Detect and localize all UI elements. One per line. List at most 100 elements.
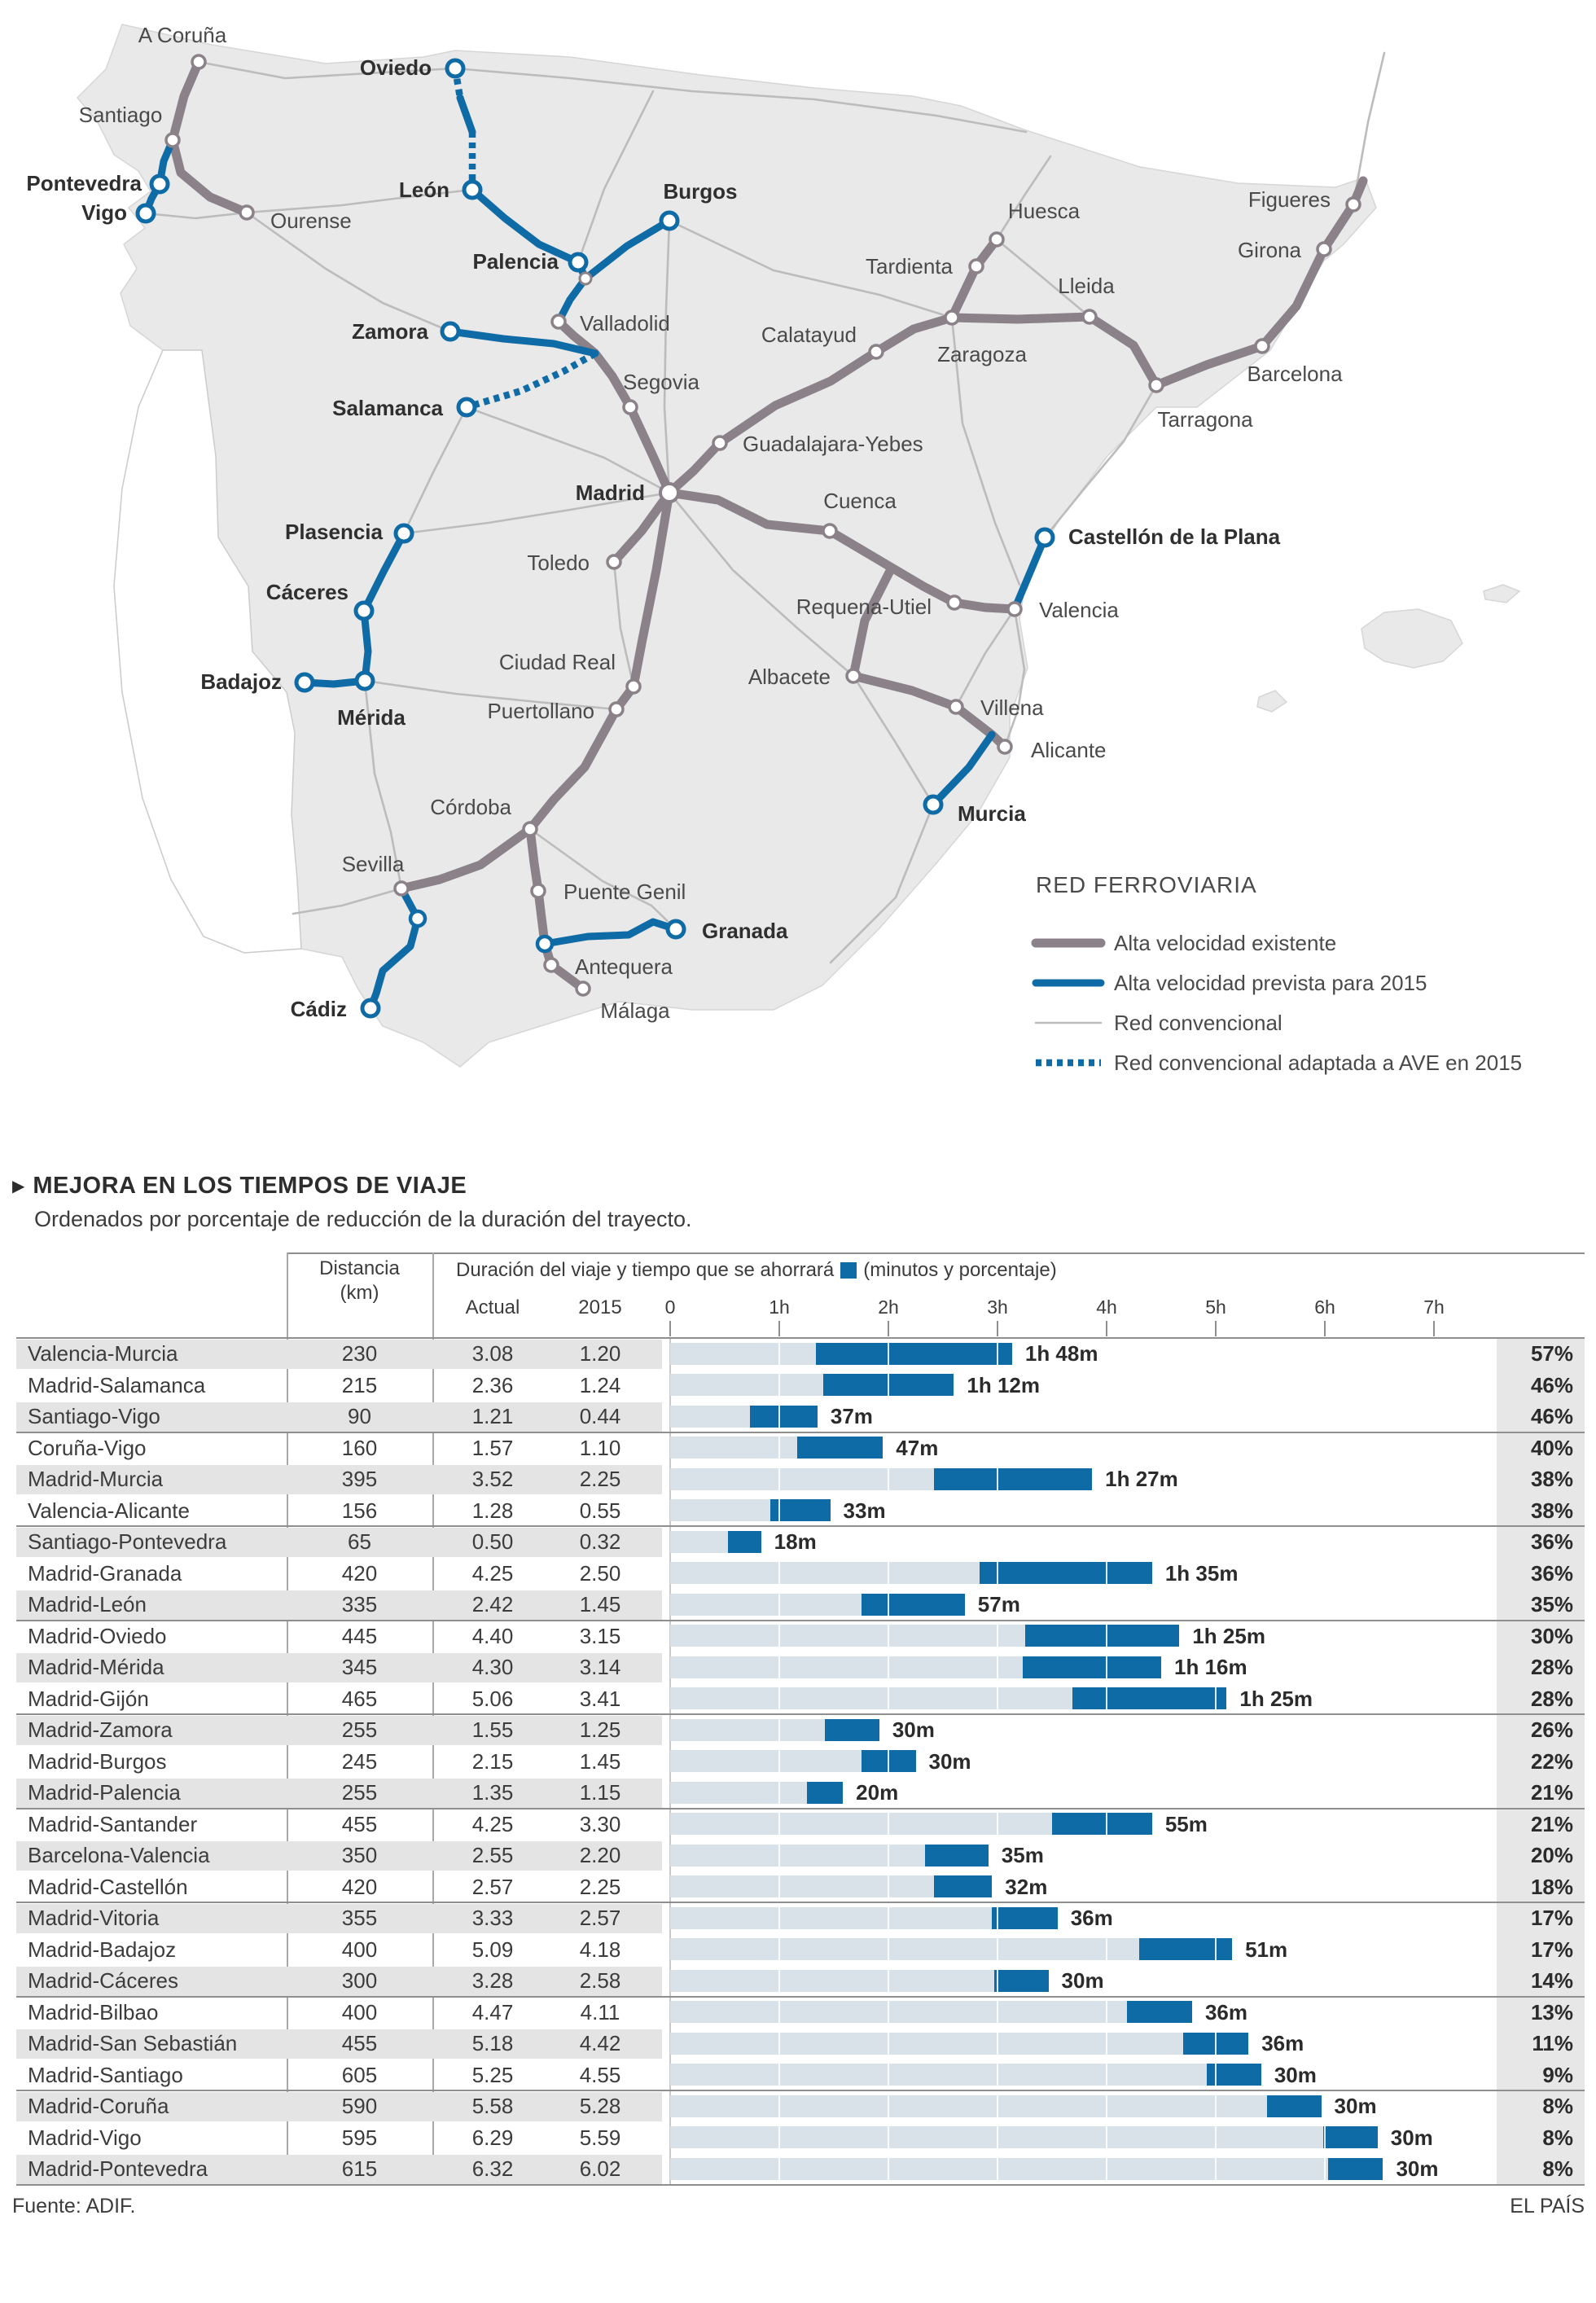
duration-bar xyxy=(670,1938,1233,1961)
bar-2015-segment xyxy=(670,1969,994,1992)
saved-time-label: 1h 27m xyxy=(1105,1467,1178,1491)
saved-percent-label: 30% xyxy=(1530,1623,1573,1648)
bar-hour-gridline xyxy=(778,1687,780,1710)
distance-cell: 215 xyxy=(341,1372,378,1397)
conventional-rail-line xyxy=(577,90,655,264)
city-dot-guadalajara-yebes xyxy=(712,435,728,451)
saved-percent-label: 36% xyxy=(1530,1560,1573,1586)
actual-cell: 4.40 xyxy=(471,1623,514,1648)
distance-cell: 160 xyxy=(341,1435,378,1460)
y2015-cell: 4.18 xyxy=(579,1937,621,1962)
actual-cell: 3.33 xyxy=(471,1906,514,1930)
table-row: Madrid-Pontevedra 615 6.32 6.02 30m 8% xyxy=(0,2153,1596,2185)
bar-2015-segment xyxy=(670,1467,934,1490)
table-row: Madrid-Gijón 465 5.06 3.41 1h 25m 28% xyxy=(0,1683,1596,1715)
bar-saved-segment xyxy=(933,1875,993,1898)
row-stripe xyxy=(16,1716,662,1745)
saved-percent-label: 11% xyxy=(1532,2031,1573,2055)
row-stripe xyxy=(16,1904,662,1933)
legend-label: Red convencional xyxy=(1114,1011,1282,1035)
table-row: Madrid-Salamanca 215 2.36 1.24 1h 12m 46% xyxy=(0,1370,1596,1402)
bar-hour-gridline xyxy=(888,2157,889,2180)
bar-2015-segment xyxy=(670,1781,807,1804)
y2015-cell: 0.55 xyxy=(579,1498,621,1523)
route-cell: Madrid-León xyxy=(28,1592,147,1616)
planned-highspeed-line xyxy=(555,274,590,326)
duration-bar xyxy=(670,1437,884,1459)
bar-saved-segment xyxy=(1023,1656,1161,1678)
actual-cell: 1.28 xyxy=(471,1498,514,1523)
bar-hour-gridline xyxy=(778,1906,780,1929)
city-dot-calatayud xyxy=(868,344,884,360)
conventional-rail-line xyxy=(144,211,248,220)
city-dot-c-rdoba xyxy=(522,821,538,837)
table-row: Madrid-Santiago 605 5.25 4.55 30m 9% xyxy=(0,2060,1596,2091)
city-label: Huesca xyxy=(1008,199,1081,223)
city-label: Granada xyxy=(702,919,788,943)
saved-time-label: 1h 12m xyxy=(967,1372,1040,1397)
conventional-lines xyxy=(144,51,1386,964)
table-row: Madrid-Murcia 395 3.52 2.25 1h 27m 38% xyxy=(0,1463,1596,1495)
distance-header-line2: (km) xyxy=(340,1282,379,1304)
actual-cell: 0.50 xyxy=(471,1529,514,1554)
bar-2015-segment xyxy=(670,1750,862,1773)
distance-cell: 395 xyxy=(341,1467,378,1491)
distance-cell: 300 xyxy=(341,1968,378,1993)
axis-label-1h: 1h xyxy=(769,1296,790,1318)
city-label: Málaga xyxy=(600,998,670,1023)
section-marker-icon: ▶ xyxy=(12,1178,25,1195)
legend-label: Alta velocidad existente xyxy=(1114,931,1336,955)
city-dot-antequera xyxy=(543,957,559,973)
actual-cell: 5.18 xyxy=(471,2031,514,2055)
distance-cell: 420 xyxy=(341,1874,378,1899)
actual-cell: 1.57 xyxy=(471,1435,514,1460)
bar-hour-gridline xyxy=(778,2095,780,2117)
menorca-shape xyxy=(1483,584,1521,603)
conventional-rail-line xyxy=(245,188,474,214)
city-dot-tardienta xyxy=(968,258,984,274)
group-separator xyxy=(16,1337,1585,1339)
bar-hour-gridline xyxy=(778,1781,780,1804)
saved-percent-label: 8% xyxy=(1542,2125,1573,2150)
city-label: Toledo xyxy=(527,551,590,575)
bar-hour-gridline xyxy=(778,1593,780,1616)
bar-hour-gridline xyxy=(778,2126,780,2149)
bar-hour-gridline xyxy=(778,1813,780,1836)
city-label: Murcia xyxy=(958,801,1026,826)
conventional-rail-line xyxy=(829,803,935,964)
bar-saved-segment xyxy=(1052,1813,1152,1836)
bar-hour-gridline xyxy=(778,1405,780,1428)
axis-label-5h: 5h xyxy=(1205,1296,1226,1318)
ibiza-shape xyxy=(1256,690,1288,713)
table-row: Madrid-Zamora 255 1.55 1.25 30m 26% xyxy=(0,1714,1596,1746)
conventional-rail-line xyxy=(465,406,671,494)
route-cell: Madrid-Murcia xyxy=(28,1467,164,1491)
route-cell: Madrid-Santiago xyxy=(28,2062,183,2087)
bar-2015-segment xyxy=(670,1656,1024,1678)
duration-header-note: (minutos y porcentaje) xyxy=(863,1259,1057,1281)
actual-cell: 2.36 xyxy=(471,1372,514,1397)
city-labels: A Coruña Santiago Pontevedra Vigo Ourense Ovi… xyxy=(26,23,1343,1023)
existing-highspeed-line xyxy=(397,488,674,893)
bar-hour-gridline xyxy=(997,2064,998,2086)
bar-hour-gridline xyxy=(1215,2064,1217,2086)
bar-hour-gridline xyxy=(778,1342,780,1365)
y2015-cell: 2.50 xyxy=(579,1560,621,1586)
table-row: Coruña-Vigo 160 1.57 1.10 47m 40% xyxy=(0,1432,1596,1464)
bar-hour-gridline xyxy=(778,2064,780,2086)
bar-hour-gridline xyxy=(778,1718,780,1741)
actual-cell: 3.28 xyxy=(471,1968,514,1993)
bar-hour-gridline xyxy=(888,1813,889,1836)
city-dot-barcelona xyxy=(1254,338,1270,354)
city-dot-ciudad-real xyxy=(625,678,642,695)
spain-rail-map: A Coruña Santiago Pontevedra Vigo Ourense Ovi… xyxy=(26,23,1522,1075)
actual-cell: 4.25 xyxy=(471,1560,514,1586)
conventional-rail-line xyxy=(995,155,1052,241)
bar-hour-gridline xyxy=(888,1969,889,1992)
bar-hour-gridline xyxy=(888,1687,889,1710)
city-label: Tardienta xyxy=(866,254,953,279)
conventional-rail-line xyxy=(454,67,1028,134)
duration-bar xyxy=(670,1405,818,1428)
source-credit: Fuente: ADIF. xyxy=(12,2195,136,2217)
row-stripe xyxy=(16,1653,662,1682)
